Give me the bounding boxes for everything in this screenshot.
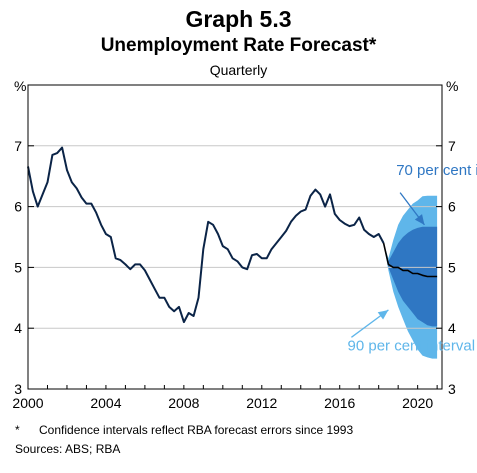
footnote-text: Confidence intervals reflect RBA forecas… [39,423,354,437]
sources-note: Sources: ABS; RBA [15,442,121,456]
tick-label-y-right-5: 5 [448,259,456,275]
series-line-actual [27,146,385,324]
gridlines [28,145,442,329]
tick-label-y-left-6: 6 [14,199,22,215]
tick-label-y-right-3: 3 [448,381,456,397]
annotation-label_90: 90 per cent interval [348,338,476,355]
tick-label-y-left-3: 3 [14,381,22,397]
tick-label-x-2004: 2004 [90,395,121,411]
series-line-forecast [382,242,438,278]
chart-subtitle: Unemployment Rate Forecast* [100,35,377,56]
chart-title: Graph 5.3 [185,6,292,32]
annotation-arrowhead-label_70 [414,214,425,225]
tick-label-y-right-7: 7 [448,138,456,154]
tick-label-x-2016: 2016 [324,395,355,411]
axis-ticks [27,145,442,390]
confidence-bands [383,195,438,359]
band-70-interval [383,226,438,327]
plot-frame [27,84,443,390]
tick-label-x-2000: 2000 [12,395,43,411]
footnote-marker: * [15,423,20,437]
series-lines [27,146,438,324]
annotations: 70 per cent interval 90 per cent interval [348,162,477,355]
tick-label-y-right-6: 6 [448,199,456,215]
y-axis-unit-right: % [446,78,458,94]
tick-label-x-2008: 2008 [168,395,199,411]
tick-label-x-2012: 2012 [246,395,277,411]
axis-labels: 3 3 4 4 5 5 6 6 7 7 2000 2004 2008 2012 2016 2020%% [12,78,458,411]
tick-label-y-left-5: 5 [14,259,22,275]
y-axis-unit-left: % [14,78,26,94]
annotation-label_70: 70 per cent interval [396,162,477,179]
tick-label-y-left-4: 4 [14,320,22,336]
chart-frequency: Quarterly [209,62,268,78]
tick-label-x-2020: 2020 [402,395,433,411]
footnote: * Confidence intervals reflect RBA foreca… [15,423,353,437]
tick-label-y-right-4: 4 [448,320,456,336]
annotation-arrowhead-label_90 [377,309,389,320]
tick-label-y-left-7: 7 [14,138,22,154]
